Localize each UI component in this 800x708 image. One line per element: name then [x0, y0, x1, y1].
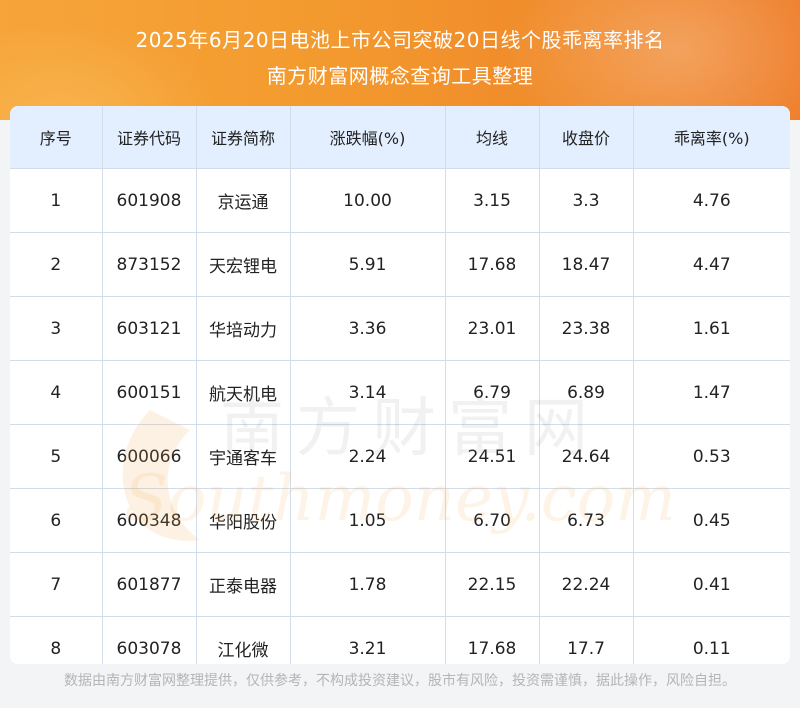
table-row: 7 601877 正泰电器 1.78 22.15 22.24 0.41: [10, 552, 790, 617]
cell-bias: 4.47: [633, 232, 790, 297]
column-header-code: 证券代码: [102, 106, 197, 169]
cell-rank: 4: [10, 360, 103, 425]
cell-name: 宇通客车: [196, 424, 291, 489]
header-glow-decoration: [500, 0, 800, 120]
cell-code: 873152: [102, 232, 197, 297]
column-header-bias: 乖离率(%): [633, 106, 790, 169]
table-row: 1 601908 京运通 10.00 3.15 3.3 4.76: [10, 168, 790, 233]
cell-rank: 5: [10, 424, 103, 489]
cell-change: 10.00: [290, 168, 446, 233]
cell-change: 5.91: [290, 232, 446, 297]
cell-bias: 0.53: [633, 424, 790, 489]
disclaimer-footer: 数据由南方财富网整理提供，仅供参考，不构成投资建议，股市有风险，投资需谨慎，据此…: [64, 673, 736, 689]
cell-bias: 0.41: [633, 552, 790, 617]
cell-code: 600151: [102, 360, 197, 425]
cell-code: 603078: [102, 616, 197, 664]
column-header-name: 证券简称: [196, 106, 291, 169]
page-title: 2025年6月20日电池上市公司突破20日线个股乖离率排名: [135, 28, 665, 52]
cell-ma: 22.15: [445, 552, 540, 617]
cell-bias: 1.47: [633, 360, 790, 425]
cell-rank: 3: [10, 296, 103, 361]
cell-ma: 23.01: [445, 296, 540, 361]
cell-rank: 7: [10, 552, 103, 617]
table-row: 3 603121 华培动力 3.36 23.01 23.38 1.61: [10, 296, 790, 361]
cell-code: 600348: [102, 488, 197, 553]
ranking-table: 序号 证券代码 证券简称 涨跌幅(%) 均线 收盘价 乖离率(%) 1 6019…: [10, 106, 790, 664]
cell-name: 正泰电器: [196, 552, 291, 617]
cell-code: 603121: [102, 296, 197, 361]
cell-close: 6.89: [539, 360, 634, 425]
cell-change: 3.14: [290, 360, 446, 425]
cell-change: 3.36: [290, 296, 446, 361]
cell-rank: 1: [10, 168, 103, 233]
cell-name: 航天机电: [196, 360, 291, 425]
cell-ma: 24.51: [445, 424, 540, 489]
table-row: 8 603078 江化微 3.21 17.68 17.7 0.11: [10, 616, 790, 664]
cell-ma: 3.15: [445, 168, 540, 233]
table-row: 5 600066 宇通客车 2.24 24.51 24.64 0.53: [10, 424, 790, 489]
ranking-table-card: 序号 证券代码 证券简称 涨跌幅(%) 均线 收盘价 乖离率(%) 1 6019…: [10, 106, 790, 664]
cell-ma: 17.68: [445, 232, 540, 297]
column-header-rank: 序号: [10, 106, 103, 169]
cell-bias: 4.76: [633, 168, 790, 233]
page-subtitle: 南方财富网概念查询工具整理: [266, 64, 534, 88]
table-row: 6 600348 华阳股份 1.05 6.70 6.73 0.45: [10, 488, 790, 553]
cell-change: 1.05: [290, 488, 446, 553]
cell-close: 18.47: [539, 232, 634, 297]
column-header-ma: 均线: [445, 106, 540, 169]
cell-ma: 17.68: [445, 616, 540, 664]
cell-code: 600066: [102, 424, 197, 489]
cell-bias: 0.45: [633, 488, 790, 553]
table-row: 4 600151 航天机电 3.14 6.79 6.89 1.47: [10, 360, 790, 425]
cell-change: 3.21: [290, 616, 446, 664]
table-row: 2 873152 天宏锂电 5.91 17.68 18.47 4.47: [10, 232, 790, 297]
cell-rank: 6: [10, 488, 103, 553]
cell-code: 601877: [102, 552, 197, 617]
column-header-change: 涨跌幅(%): [290, 106, 446, 169]
cell-bias: 1.61: [633, 296, 790, 361]
column-header-close: 收盘价: [539, 106, 634, 169]
header-banner: 2025年6月20日电池上市公司突破20日线个股乖离率排名 南方财富网概念查询工…: [0, 0, 800, 120]
cell-bias: 0.11: [633, 616, 790, 664]
cell-code: 601908: [102, 168, 197, 233]
cell-close: 24.64: [539, 424, 634, 489]
cell-rank: 2: [10, 232, 103, 297]
cell-ma: 6.79: [445, 360, 540, 425]
cell-name: 京运通: [196, 168, 291, 233]
cell-ma: 6.70: [445, 488, 540, 553]
cell-change: 2.24: [290, 424, 446, 489]
cell-change: 1.78: [290, 552, 446, 617]
cell-name: 华培动力: [196, 296, 291, 361]
cell-name: 天宏锂电: [196, 232, 291, 297]
cell-close: 17.7: [539, 616, 634, 664]
cell-close: 6.73: [539, 488, 634, 553]
cell-name: 华阳股份: [196, 488, 291, 553]
table-header-row: 序号 证券代码 证券简称 涨跌幅(%) 均线 收盘价 乖离率(%): [10, 106, 790, 169]
cell-close: 23.38: [539, 296, 634, 361]
cell-name: 江化微: [196, 616, 291, 664]
cell-rank: 8: [10, 616, 103, 664]
cell-close: 3.3: [539, 168, 634, 233]
cell-close: 22.24: [539, 552, 634, 617]
